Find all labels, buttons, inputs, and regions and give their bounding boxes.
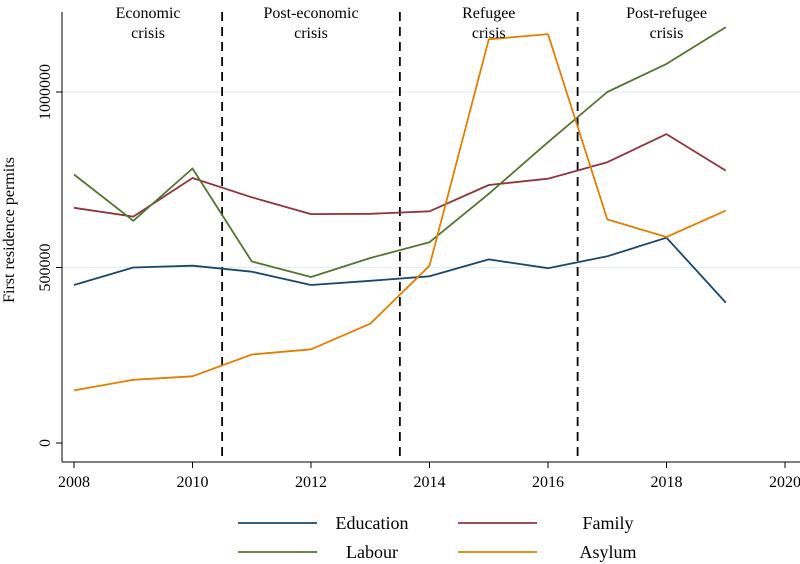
period-label: crisis — [472, 25, 506, 42]
period-label: Post-refugee — [626, 5, 707, 22]
series-line-family — [73, 133, 727, 218]
legend: Education Family Labour Asylum — [238, 513, 637, 562]
legend-label-asylum: Asylum — [579, 542, 636, 562]
period-labels: Economic crisis Post-economic crisis Refugee… — [116, 5, 707, 42]
legend-label-education: Education — [336, 513, 409, 533]
x-tick-label: 2016 — [532, 474, 564, 491]
x-tick-label: 2010 — [177, 474, 209, 491]
period-label: crisis — [131, 25, 165, 42]
x-tick-label: 2018 — [651, 474, 683, 491]
x-tick-label: 2020 — [769, 474, 800, 491]
y-axis-title: First residence permits — [1, 157, 18, 303]
legend-label-labour: Labour — [346, 542, 398, 562]
period-dividers — [221, 12, 579, 462]
y-tick-label: 0 — [37, 439, 54, 447]
gridlines — [62, 91, 800, 269]
ticks: 0 500000 1000000 2008 2010 2012 2014 2016 2018 20… — [37, 64, 800, 491]
axes — [61, 12, 800, 463]
series-line-asylum — [73, 33, 727, 392]
period-label: crisis — [650, 25, 684, 42]
y-tick-label: 500000 — [37, 244, 54, 292]
period-label: Refugee — [462, 5, 515, 22]
y-tick-label: 1000000 — [37, 64, 54, 120]
series-lines — [73, 26, 727, 392]
series-line-labour — [73, 26, 727, 278]
period-label: Economic — [116, 5, 181, 22]
series-line-education — [73, 236, 727, 304]
x-tick-label: 2014 — [414, 474, 446, 491]
period-label: Post-economic — [263, 5, 358, 22]
legend-label-family: Family — [582, 513, 633, 533]
period-label: crisis — [294, 25, 328, 42]
x-tick-label: 2012 — [295, 474, 327, 491]
x-tick-label: 2008 — [58, 474, 90, 491]
